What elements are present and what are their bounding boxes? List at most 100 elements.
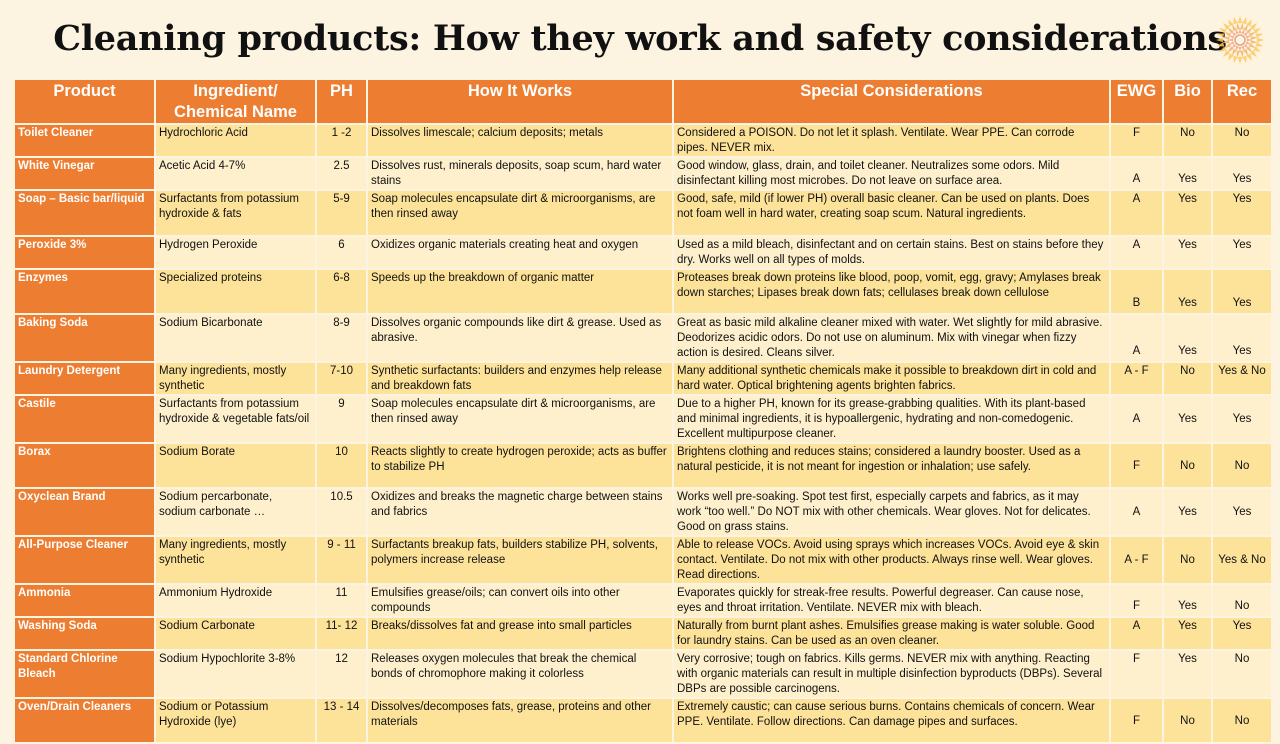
how-it-works-cell: Reacts slightly to create hydrogen perox… [366, 442, 674, 489]
recommended-cell: Yes & No [1211, 361, 1273, 396]
recommended-cell: Yes [1211, 487, 1273, 537]
ingredient-cell: Sodium Borate [154, 442, 317, 489]
biodegradable-cell: Yes [1162, 313, 1213, 363]
biodegradable-cell: Yes [1162, 487, 1213, 537]
considerations-cell: Naturally from burnt plant ashes. Emulsi… [672, 616, 1111, 651]
header-ph: PH [315, 78, 368, 125]
considerations-cell: Very corrosive; tough on fabrics. Kills … [672, 649, 1111, 699]
ph-cell: 11 [315, 583, 368, 618]
header-rec: Rec [1211, 78, 1273, 125]
ingredient-cell: Sodium or Potassium Hydroxide (lye) [154, 697, 317, 744]
ingredient-cell: Sodium Carbonate [154, 616, 317, 651]
product-cell: Standard Chlorine Bleach [13, 649, 156, 699]
biodegradable-cell: No [1162, 123, 1213, 158]
recommended-cell: No [1211, 649, 1273, 699]
product-cell: Borax [13, 442, 156, 489]
how-it-works-cell: Soap molecules encapsulate dirt & microo… [366, 189, 674, 237]
table-row: White Vinegar Acetic Acid 4-7% 2.5 Dissolve… [13, 156, 1273, 191]
product-cell: Enzymes [13, 268, 156, 315]
product-cell: Baking Soda [13, 313, 156, 363]
product-cell: Toilet Cleaner [13, 123, 156, 158]
header-bio: Bio [1162, 78, 1213, 125]
ph-cell: 9 - 11 [315, 535, 368, 585]
biodegradable-cell: Yes [1162, 394, 1213, 444]
ph-cell: 2.5 [315, 156, 368, 191]
ingredient-cell: Many ingredients, mostly synthetic [154, 361, 317, 396]
biodegradable-cell: No [1162, 535, 1213, 585]
ingredient-cell: Sodium Bicarbonate [154, 313, 317, 363]
ewg-rating-cell: A [1109, 394, 1164, 444]
recommended-cell: Yes [1211, 394, 1273, 444]
header-product: Product [13, 78, 156, 125]
table-row: Baking Soda Sodium Bicarbonate 8-9 Dissolve… [13, 313, 1273, 363]
ph-cell: 6-8 [315, 268, 368, 315]
table-row: Castile Surfactants from potassium hydrox… [13, 394, 1273, 444]
product-cell: White Vinegar [13, 156, 156, 191]
how-it-works-cell: Dissolves rust, minerals deposits, soap … [366, 156, 674, 191]
recommended-cell: No [1211, 123, 1273, 158]
ph-cell: 10.5 [315, 487, 368, 537]
how-it-works-cell: Emulsifies grease/oils; can convert oils… [366, 583, 674, 618]
how-it-works-cell: Releases oxygen molecules that break the… [366, 649, 674, 699]
considerations-cell: Brightens clothing and reduces stains; c… [672, 442, 1111, 489]
ewg-rating-cell: B [1109, 268, 1164, 315]
considerations-cell: Able to release VOCs. Avoid using sprays… [672, 535, 1111, 585]
how-it-works-cell: Oxidizes and breaks the magnetic charge … [366, 487, 674, 537]
product-cell: All-Purpose Cleaner [13, 535, 156, 585]
header-row: Product Ingredient/ Chemical Name PH How… [13, 78, 1273, 125]
header-ewg: EWG [1109, 78, 1164, 125]
how-it-works-cell: Dissolves limescale; calcium deposits; m… [366, 123, 674, 158]
product-cell: Peroxide 3% [13, 235, 156, 270]
how-it-works-cell: Breaks/dissolves fat and grease into sma… [366, 616, 674, 651]
table-row: Laundry Detergent Many ingredients, mostl… [13, 361, 1273, 396]
table-row: Soap – Basic bar/liquid Surfactants from … [13, 189, 1273, 237]
recommended-cell: No [1211, 442, 1273, 489]
biodegradable-cell: No [1162, 442, 1213, 489]
ph-cell: 8-9 [315, 313, 368, 363]
sunburst-logo [1216, 16, 1264, 64]
how-it-works-cell: Dissolves organic compounds like dirt & … [366, 313, 674, 363]
ingredient-cell: Surfactants from potassium hydroxide & v… [154, 394, 317, 444]
biodegradable-cell: Yes [1162, 583, 1213, 618]
considerations-cell: Works well pre-soaking. Spot test first,… [672, 487, 1111, 537]
table-row: Oxyclean Brand Sodium percarbonate, sodiu… [13, 487, 1273, 537]
table-row: Toilet Cleaner Hydrochloric Acid 1 -2 Disso… [13, 123, 1273, 158]
ingredient-cell: Hydrogen Peroxide [154, 235, 317, 270]
ingredient-cell: Sodium percarbonate, sodium carbonate … [154, 487, 317, 537]
recommended-cell: No [1211, 583, 1273, 618]
considerations-cell: Good window, glass, drain, and toilet cl… [672, 156, 1111, 191]
table-row: Washing Soda Sodium Carbonate 11- 12 Breaks… [13, 616, 1273, 651]
ph-cell: 9 [315, 394, 368, 444]
ph-cell: 12 [315, 649, 368, 699]
header-how-it-works: How It Works [366, 78, 674, 125]
ewg-rating-cell: A [1109, 156, 1164, 191]
recommended-cell: Yes [1211, 235, 1273, 270]
biodegradable-cell: No [1162, 361, 1213, 396]
how-it-works-cell: Dissolves/decomposes fats, grease, prote… [366, 697, 674, 744]
ewg-rating-cell: A [1109, 189, 1164, 237]
considerations-cell: Extremely caustic; can cause serious bur… [672, 697, 1111, 744]
considerations-cell: Many additional synthetic chemicals make… [672, 361, 1111, 396]
recommended-cell: Yes [1211, 268, 1273, 315]
table-row: Peroxide 3% Hydrogen Peroxide 6 Oxidizes or… [13, 235, 1273, 270]
recommended-cell: Yes [1211, 156, 1273, 191]
ingredient-cell: Hydrochloric Acid [154, 123, 317, 158]
ph-cell: 10 [315, 442, 368, 489]
ewg-rating-cell: F [1109, 123, 1164, 158]
biodegradable-cell: Yes [1162, 616, 1213, 651]
product-cell: Ammonia [13, 583, 156, 618]
considerations-cell: Great as basic mild alkaline cleaner mix… [672, 313, 1111, 363]
product-cell: Washing Soda [13, 616, 156, 651]
recommended-cell: Yes [1211, 189, 1273, 237]
biodegradable-cell: Yes [1162, 235, 1213, 270]
ph-cell: 1 -2 [315, 123, 368, 158]
ewg-rating-cell: F [1109, 442, 1164, 489]
biodegradable-cell: Yes [1162, 268, 1213, 315]
biodegradable-cell: No [1162, 697, 1213, 744]
ewg-rating-cell: A [1109, 313, 1164, 363]
ewg-rating-cell: F [1109, 583, 1164, 618]
table-row: Enzymes Specialized proteins 6-8 Speeds up … [13, 268, 1273, 315]
ewg-rating-cell: F [1109, 697, 1164, 744]
considerations-cell: Used as a mild bleach, disinfectant and … [672, 235, 1111, 270]
considerations-cell: Proteases break down proteins like blood… [672, 268, 1111, 315]
